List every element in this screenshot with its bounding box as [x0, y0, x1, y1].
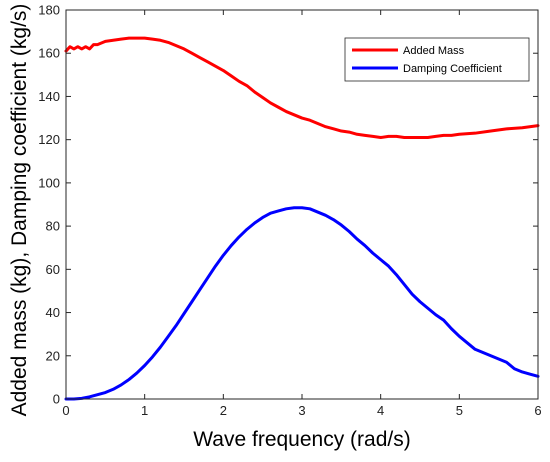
x-tick-label: 4: [377, 403, 384, 418]
x-tick-label: 1: [141, 403, 148, 418]
x-tick-label: 5: [456, 403, 463, 418]
legend-label-damping-coefficient: Damping Coefficient: [403, 63, 502, 75]
y-tick-label: 60: [46, 262, 60, 277]
y-tick-label: 80: [46, 219, 60, 234]
x-axis-label: Wave frequency (rad/s): [193, 428, 410, 451]
x-tick-label: 0: [62, 403, 69, 418]
y-axis-label: Added mass (kg), Damping coefficient (kg…: [8, 4, 31, 417]
legend: Added Mass Damping Coefficient: [344, 37, 530, 82]
legend-box: [344, 37, 530, 82]
y-tick-label: 40: [46, 305, 60, 320]
series-line-added-mass: [64, 36, 540, 140]
series-layer: [64, 36, 540, 401]
x-tick-label: 3: [298, 403, 305, 418]
y-tick-label: 0: [53, 392, 60, 407]
y-axis-ticks: 0 20 40 60 80 100 120 140 160 180: [38, 3, 538, 407]
y-tick-label: 140: [38, 89, 60, 104]
x-tick-label: 6: [534, 403, 541, 418]
y-tick-label: 120: [38, 132, 60, 147]
y-tick-label: 100: [38, 175, 60, 190]
x-tick-label: 2: [220, 403, 227, 418]
legend-label-added-mass: Added Mass: [403, 45, 465, 57]
y-tick-label: 180: [38, 3, 60, 18]
y-tick-label: 20: [46, 348, 60, 363]
series-line-damping-coefficient: [64, 206, 540, 401]
y-tick-label: 160: [38, 46, 60, 61]
x-axis-ticks: 0 1 2 3 4 5 6: [62, 10, 542, 418]
